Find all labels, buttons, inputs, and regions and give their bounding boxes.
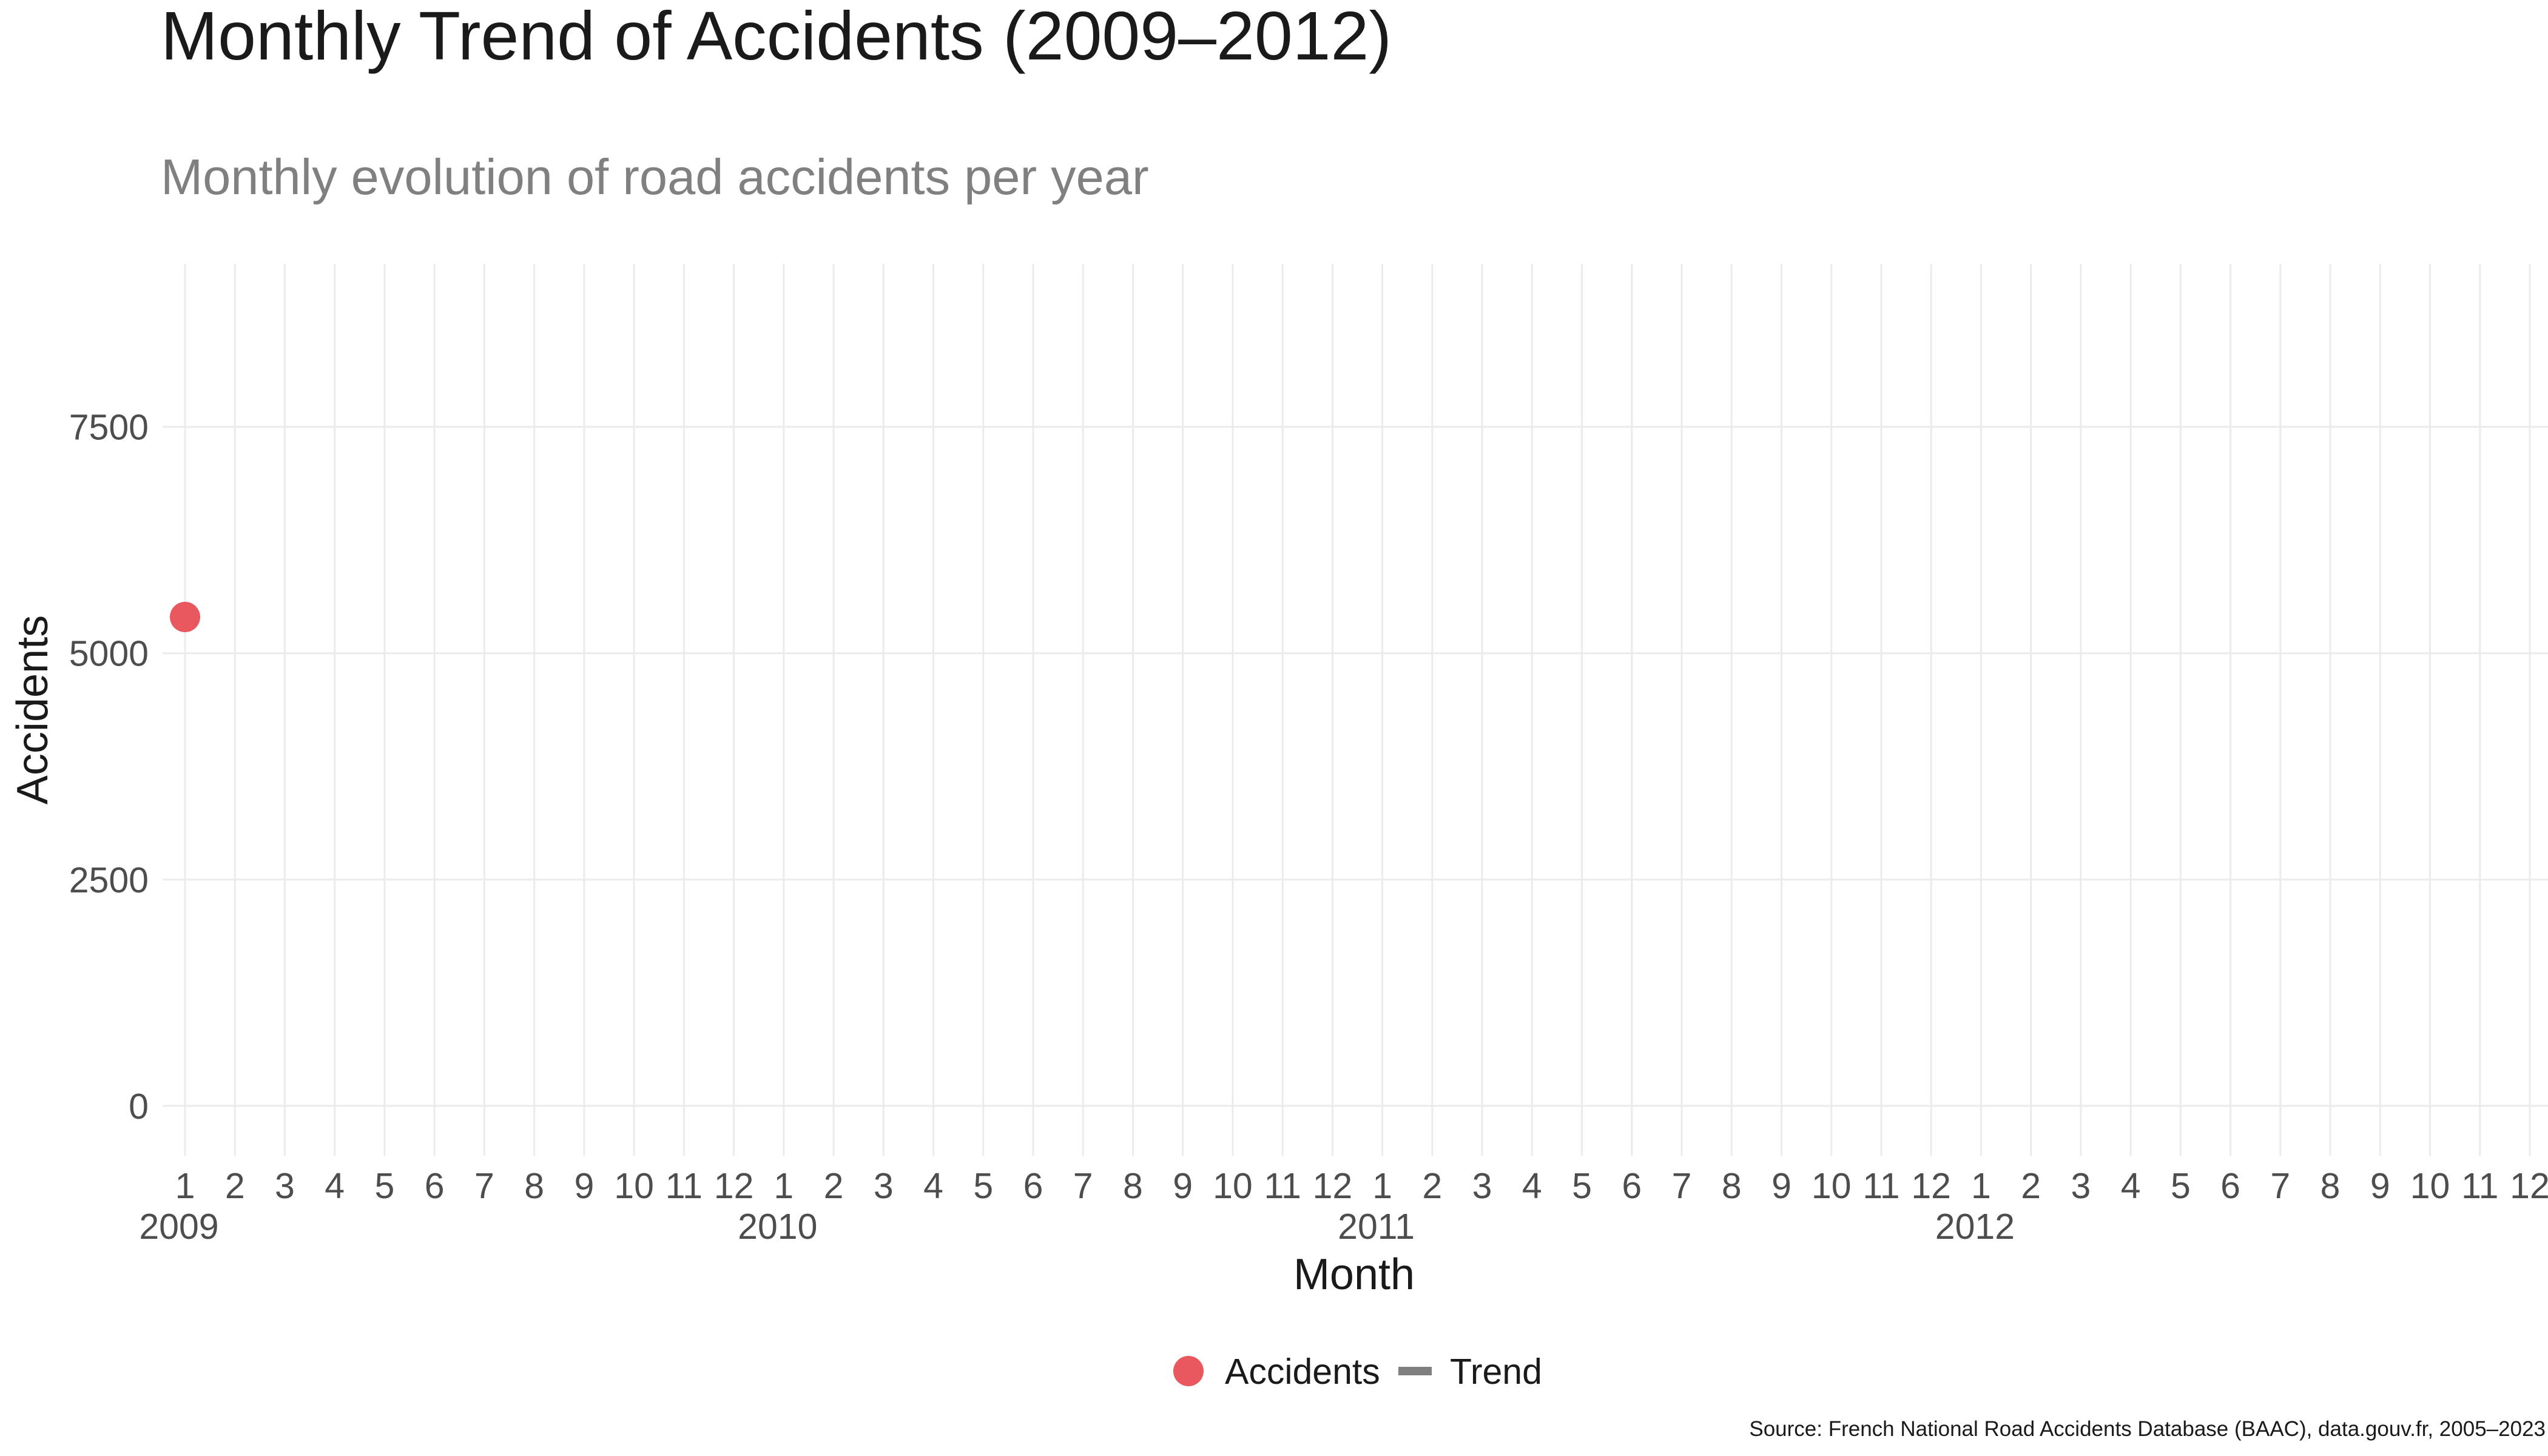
x-tick-label: 7 [474, 1166, 494, 1206]
x-tick-label: 5 [375, 1166, 395, 1206]
x-tick-label: 6 [1023, 1166, 1043, 1206]
x-tick-label: 4 [2121, 1166, 2141, 1206]
x-tick-label: 10 [614, 1166, 654, 1206]
x-tick-label: 7 [2270, 1166, 2290, 1206]
x-axis-ticks: 1 2 3 4 5 6 7 8 9 10 11 12 1 2 3 4 5 6 7 8 9 10 11 12 1 2 3 4 5 6 7 8 9 1… [175, 1166, 2548, 1206]
x-year-label: 2010 [738, 1207, 817, 1247]
data-points [170, 602, 200, 633]
legend-accidents-label: Accidents [1225, 1352, 1380, 1392]
y-tick-label: 5000 [69, 634, 149, 674]
x-tick-label: 12 [1911, 1166, 1951, 1206]
x-tick-label: 11 [1264, 1166, 1301, 1206]
x-tick-label: 4 [923, 1166, 943, 1206]
x-year-label: 2009 [139, 1207, 218, 1247]
legend: Accidents Trend [1173, 1352, 1542, 1392]
x-tick-label: 5 [2171, 1166, 2191, 1206]
x-tick-label: 8 [524, 1166, 544, 1206]
x-tick-label: 3 [874, 1166, 894, 1206]
x-tick-label: 6 [1622, 1166, 1642, 1206]
x-tick-label: 2 [1422, 1166, 1442, 1206]
x-tick-label: 9 [1173, 1166, 1193, 1206]
x-tick-label: 7 [1672, 1166, 1692, 1206]
x-tick-label: 5 [1572, 1166, 1592, 1206]
x-tick-label: 12 [714, 1166, 754, 1206]
chart-title: Monthly Trend of Accidents (2009–2012) [161, 0, 1392, 74]
x-tick-label: 2 [2021, 1166, 2041, 1206]
accidents-data-point [170, 602, 200, 633]
x-tick-label: 9 [574, 1166, 594, 1206]
x-tick-label: 6 [425, 1166, 445, 1206]
x-tick-label: 12 [1313, 1166, 1353, 1206]
x-tick-label: 2 [225, 1166, 245, 1206]
x-tick-label: 8 [1123, 1166, 1143, 1206]
legend-accidents-key [1173, 1356, 1204, 1386]
y-axis-ticks: 0 2500 5000 7500 [69, 408, 149, 1127]
x-tick-label: 7 [1073, 1166, 1093, 1206]
x-tick-label: 8 [2320, 1166, 2341, 1206]
y-axis-title: Accidents [8, 615, 57, 804]
y-tick-label: 0 [129, 1087, 149, 1127]
y-tick-label: 2500 [69, 860, 149, 900]
chart-caption: Source: French National Road Accidents D… [1749, 1417, 2546, 1441]
x-tick-label: 3 [275, 1166, 295, 1206]
x-tick-label: 1 [774, 1166, 794, 1206]
x-tick-label: 4 [1522, 1166, 1542, 1206]
x-tick-label: 3 [1472, 1166, 1492, 1206]
x-tick-label: 11 [1862, 1166, 1899, 1206]
x-tick-label: 10 [1213, 1166, 1253, 1206]
x-tick-label: 5 [973, 1166, 993, 1206]
x-tick-label: 2 [824, 1166, 844, 1206]
x-axis-year-labels: 2009 2010 2011 2012 [139, 1207, 2015, 1247]
x-tick-label: 11 [666, 1166, 703, 1206]
x-tick-label: 10 [1812, 1166, 1852, 1206]
x-tick-label: 1 [1971, 1166, 1991, 1206]
x-tick-label: 9 [1771, 1166, 1791, 1206]
x-tick-label: 3 [2071, 1166, 2091, 1206]
x-year-label: 2011 [1338, 1207, 1415, 1247]
x-tick-label: 9 [2370, 1166, 2390, 1206]
x-year-label: 2012 [1935, 1207, 2015, 1247]
x-tick-label: 4 [325, 1166, 345, 1206]
y-tick-label: 7500 [69, 408, 149, 448]
x-tick-label: 10 [2410, 1166, 2450, 1206]
x-axis-title: Month [1293, 1250, 1415, 1299]
grid-lines [163, 264, 2548, 1156]
x-tick-label: 8 [1722, 1166, 1742, 1206]
x-tick-label: 1 [1372, 1166, 1392, 1206]
legend-trend-label: Trend [1450, 1352, 1542, 1392]
chart-subtitle: Monthly evolution of road accidents per … [161, 149, 1149, 205]
x-tick-label: 6 [2220, 1166, 2240, 1206]
x-tick-label: 12 [2510, 1166, 2548, 1206]
x-tick-label: 1 [175, 1166, 195, 1206]
x-tick-label: 11 [2461, 1166, 2498, 1206]
